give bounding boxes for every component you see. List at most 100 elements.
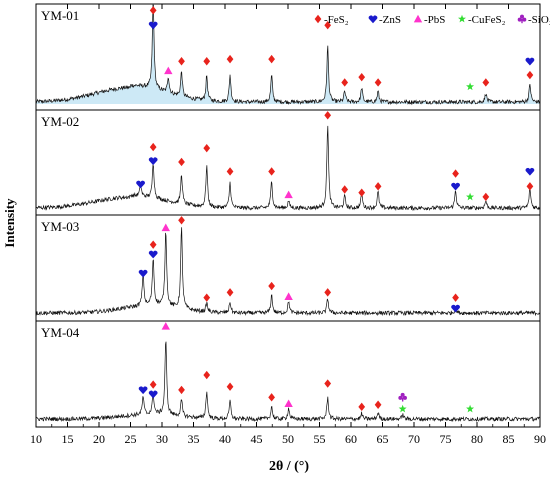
- fes2-marker: [482, 78, 490, 87]
- legend-label: -CuFeS₂: [468, 14, 506, 26]
- fes2-marker: [178, 216, 185, 225]
- fes2-marker: [374, 78, 382, 87]
- panel-ym-04: YM-04: [35, 320, 541, 423]
- pbs-marker: [161, 223, 170, 232]
- legend-item-cufes2: -CuFeS₂: [458, 14, 506, 26]
- sio2-marker: [398, 392, 407, 402]
- cufes2-marker: [466, 82, 475, 91]
- zns-marker: [451, 182, 460, 191]
- phase-markers: [138, 322, 475, 413]
- pattern-line: [35, 125, 541, 212]
- fes2-marker: [482, 192, 490, 202]
- zns-marker: [138, 386, 148, 395]
- pbs-marker: [284, 190, 293, 199]
- zns-marker: [148, 250, 158, 259]
- fes2-marker: [149, 240, 157, 249]
- x-tick-label: 50: [282, 432, 294, 446]
- zns-marker: [138, 269, 148, 278]
- fes2-marker: [452, 293, 459, 302]
- fes2-marker: [341, 185, 349, 194]
- fes2-marker: [526, 182, 534, 191]
- fes2-marker: [358, 72, 366, 82]
- fes2-marker: [226, 54, 234, 64]
- zns-marker: [525, 167, 535, 176]
- x-tick-label: 20: [93, 432, 105, 446]
- fes2-marker: [178, 385, 185, 395]
- panel-ym-03: YM-03: [35, 214, 541, 317]
- phase-markers: [138, 216, 460, 313]
- legend-item-pbs: -PbS: [413, 14, 445, 26]
- y-axis-label: Intensity: [2, 198, 17, 248]
- x-axis-label: 2θ / (°): [269, 459, 309, 474]
- legend-label: -ZnS: [379, 14, 401, 26]
- x-tick-label: 15: [62, 432, 74, 446]
- pattern-line: [35, 4, 541, 106]
- x-tick-label: 10: [30, 432, 42, 446]
- legend-item-fes2: -FeS₂: [314, 14, 349, 26]
- fes2-marker: [203, 57, 211, 66]
- zns-marker: [136, 180, 145, 189]
- fes2-marker: [268, 393, 275, 402]
- x-tick-label: 35: [188, 432, 200, 446]
- fes2-marker: [324, 111, 332, 120]
- x-tick-label: 90: [534, 432, 546, 446]
- fes2-marker: [178, 57, 185, 66]
- fes2-marker: [149, 142, 157, 152]
- fes2-marker: [452, 169, 459, 178]
- fes2-marker: [324, 379, 332, 388]
- pbs-marker: [284, 292, 293, 300]
- x-tick-label: 60: [345, 432, 357, 446]
- cufes2-marker: [398, 404, 407, 413]
- fes2-marker: [268, 281, 275, 291]
- fes2-marker: [226, 382, 234, 391]
- zns-marker: [148, 390, 158, 399]
- fes2-marker: [324, 288, 332, 297]
- fes2-marker: [149, 380, 157, 389]
- cufes2-marker: [466, 404, 475, 413]
- pbs-marker: [284, 399, 293, 408]
- panel-label: YM-01: [41, 8, 79, 23]
- fes2-marker: [341, 78, 349, 87]
- fes2-marker: [526, 70, 534, 80]
- panel-label: YM-04: [41, 325, 80, 340]
- fes2-marker: [374, 182, 382, 191]
- fes2-marker: [374, 400, 382, 409]
- legend-label: -PbS: [424, 14, 445, 26]
- pattern-line: [35, 227, 541, 317]
- panel-label: YM-03: [41, 219, 79, 234]
- plot-area: YM-01 YM-02 YM-03 YM-04: [35, 4, 541, 423]
- fes2-marker: [358, 402, 366, 412]
- x-tick-label: 55: [314, 432, 326, 446]
- fes2-marker: [178, 157, 185, 167]
- panel-label: YM-02: [41, 114, 79, 129]
- legend-label: -FeS₂: [324, 14, 349, 26]
- panel-ym-01: YM-01: [35, 4, 541, 106]
- fes2-marker: [203, 293, 211, 302]
- pattern-line: [35, 341, 541, 423]
- zns-marker: [525, 57, 535, 66]
- fes2-marker: [358, 188, 366, 197]
- pbs-marker: [161, 322, 170, 330]
- fes2-marker: [203, 370, 211, 380]
- zns-marker: [148, 157, 158, 166]
- fes2-marker: [324, 21, 332, 30]
- zns-marker: [368, 15, 378, 24]
- x-tick-label: 25: [125, 432, 137, 446]
- x-tick-label: 85: [503, 432, 515, 446]
- x-tick-label: 45: [251, 432, 263, 446]
- cufes2-marker: [458, 14, 466, 23]
- x-tick-label: 30: [156, 432, 168, 446]
- panel-ym-02: YM-02: [35, 109, 541, 212]
- x-tick-label: 75: [440, 432, 452, 446]
- fes2-marker: [149, 6, 157, 15]
- fes2-marker: [314, 14, 322, 24]
- fes2-marker: [203, 143, 211, 153]
- fes2-marker: [226, 288, 234, 297]
- zns-marker: [148, 21, 158, 30]
- x-tick-label: 40: [219, 432, 231, 446]
- legend-item-zns: -ZnS: [368, 14, 401, 26]
